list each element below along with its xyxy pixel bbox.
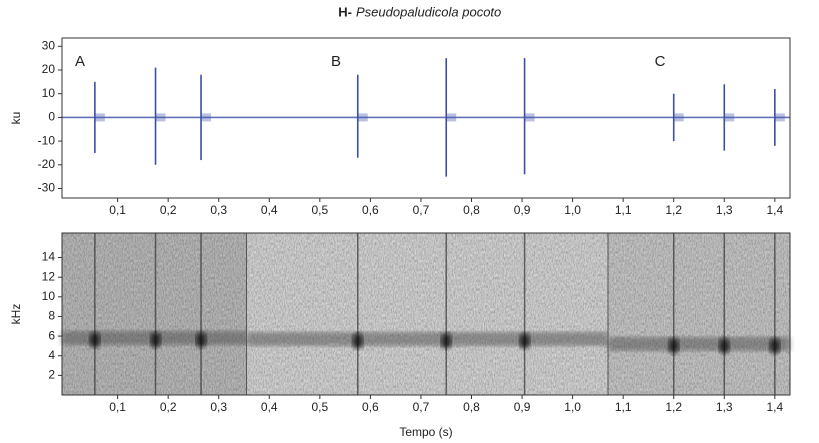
x-tick-label: 0,6 [362,400,379,414]
y-tick-label: 2 [48,368,55,382]
x-tick-label: 0,3 [210,400,227,414]
y-tick-label: 30 [42,38,56,52]
spectrogram: 2 4 6 8 10 12 14 0,1 0,2 0,3 0,4 0,5 0,6 0,7 0,8 0,9 1,0… [9,232,791,439]
x-tick-label: 0,9 [514,400,531,414]
x-tick-label: 0,5 [311,203,328,217]
x-tick-label: 0,1 [109,203,126,217]
x-tick-label: 1,4 [766,400,783,414]
frequency-band [246,332,608,346]
x-tick-label: 1,1 [615,400,632,414]
annotation: A [75,53,85,70]
x-tick-label: 0,6 [362,203,379,217]
y-tick-label: 10 [42,289,56,303]
pulse-energy [89,332,100,349]
x-tick-label: 0,7 [413,400,430,414]
chart-title: Pseudopaludicola pocoto [356,4,501,19]
pulse-decay [446,113,457,122]
y-tick-label: 0 [48,110,55,124]
segment-background [246,233,608,395]
pulse-energy [196,332,207,349]
x-tick-label: 1,3 [716,400,733,414]
frequency-band [608,336,790,351]
y-axis-label: ku [9,112,23,125]
x-tick-label: 0,3 [210,203,227,217]
x-tick-label: 1,0 [564,203,581,217]
x-tick-label: 1,2 [665,400,682,414]
pulse-energy [441,333,452,349]
pulse-decay [94,113,105,122]
y-tick-label: 8 [48,309,55,323]
pulse-energy [719,337,730,354]
x-tick-label: 1,1 [615,203,632,217]
x-tick-label: 1,4 [766,203,783,217]
x-axis-label: Tempo (s) [399,425,452,439]
pulse-decay [724,113,735,122]
x-tick-label: 0,9 [514,203,531,217]
oscillogram: A B C -30 -20 -10 0 10 20 30 0,1 0,2 0,3 0,4 0,5 0,6 0,7… [9,37,791,217]
y-tick-label: -10 [38,133,56,147]
pulse-decay [201,113,212,122]
y-tick-label: 12 [42,269,56,283]
title-prefix: H- [338,4,352,19]
segment-background [608,233,790,395]
pulse-decay [155,113,166,122]
x-tick-label: 0,5 [311,400,328,414]
plot-frame [61,232,791,396]
annotation: B [331,53,341,70]
x-tick-label: 0,8 [463,203,480,217]
y-tick-label: 20 [42,62,56,76]
x-tick-label: 0,2 [160,400,177,414]
pulse-decay [524,113,535,122]
y-tick-label: -20 [38,157,56,171]
pulse-energy [519,333,530,349]
pulse-decay [357,113,368,122]
segment-background [62,233,247,395]
y-tick-label: 10 [42,86,56,100]
y-tick-label: -30 [38,181,56,195]
plot-frame [61,37,791,199]
y-tick-label: 14 [42,250,56,264]
pulse-energy [668,337,679,354]
pulse-decay [673,113,684,122]
x-tick-label: 1,3 [716,203,733,217]
annotation: C [655,53,666,70]
x-tick-label: 0,4 [261,203,278,217]
pulse-energy [352,333,363,349]
y-tick-label: 6 [48,328,55,342]
x-tick-label: 0,7 [413,203,430,217]
x-tick-label: 0,2 [160,203,177,217]
pulse-energy [769,337,780,354]
y-axis-label: kHz [9,304,23,325]
pulse-energy [150,332,161,349]
x-tick-label: 0,8 [463,400,480,414]
x-tick-label: 1,2 [665,203,682,217]
x-tick-label: 1,0 [564,400,581,414]
x-tick-label: 0,1 [109,400,126,414]
x-tick-label: 0,4 [261,400,278,414]
pulse-decay [774,113,785,122]
y-tick-label: 4 [48,348,55,362]
